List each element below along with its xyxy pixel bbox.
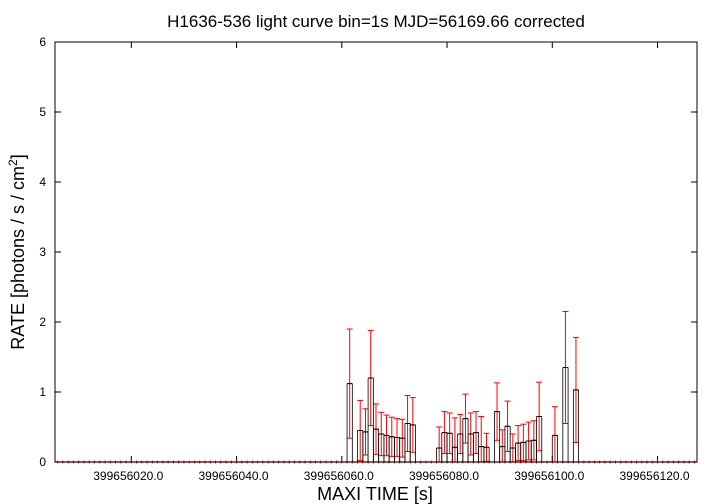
step-series: [346, 367, 579, 462]
chart-title: H1636-536 light curve bin=1s MJD=56169.6…: [167, 12, 585, 31]
y-tick-label: 5: [39, 105, 46, 119]
x-tick-label: 399656020.0: [93, 469, 163, 483]
y-tick-label: 0: [39, 455, 46, 469]
y-tick-label: 6: [39, 35, 46, 49]
y-axis-label-main: RATE [photons / s / cm: [8, 166, 28, 350]
y-tick-label: 1: [39, 385, 46, 399]
y-axis-label: RATE [photons / s / cm2]: [6, 154, 28, 349]
y-axis-label-end: ]: [8, 154, 28, 159]
x-axis-label: MAXI TIME [s]: [317, 484, 433, 504]
plot-frame: [54, 41, 698, 463]
y-axis-label-superscript: 2: [6, 159, 20, 166]
x-tick-label: 399656120.0: [619, 469, 689, 483]
y-tick-label: 2: [39, 315, 46, 329]
y-tick-label: 4: [39, 175, 46, 189]
x-axis: 399656020.0 399656040.0 399656060.0 3996560…: [93, 42, 690, 483]
x-tick-label: 399656100.0: [514, 469, 584, 483]
x-tick-label: 399656060.0: [304, 469, 374, 483]
y-tick-label: 3: [39, 245, 46, 259]
x-tick-label: 399656080.0: [409, 469, 479, 483]
x-tick-label: 399656040.0: [199, 469, 269, 483]
